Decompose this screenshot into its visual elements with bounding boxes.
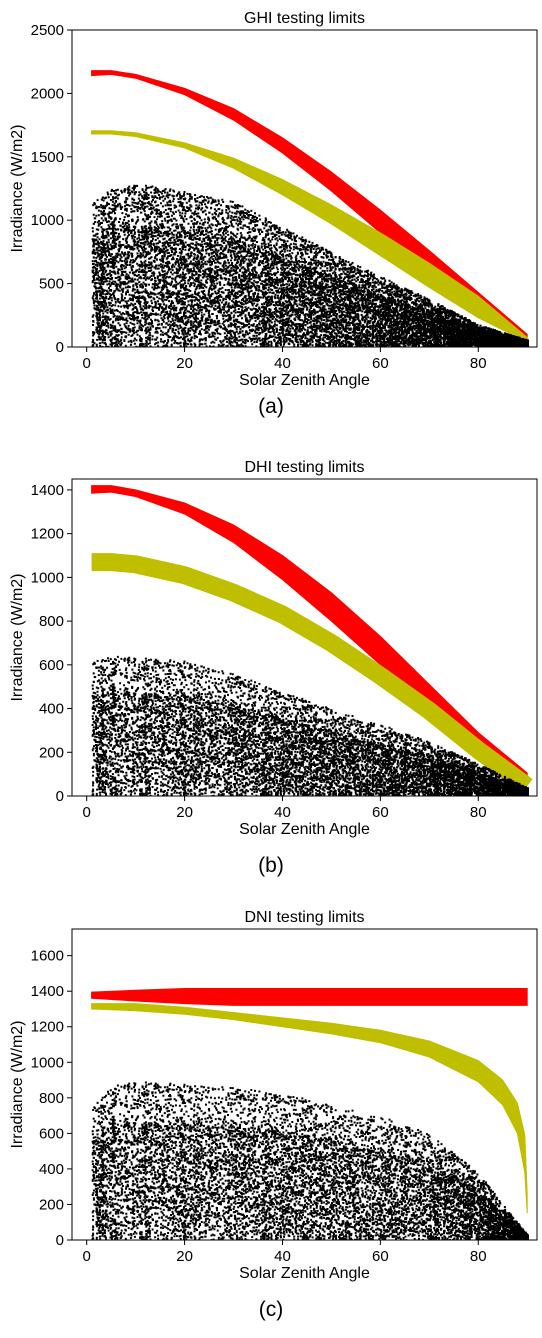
- y-tick-label: 1200: [31, 1019, 64, 1036]
- y-tick-label: 200: [39, 744, 64, 761]
- chart-ghi: 0 20 40 60 80 0 500 1000 1500 2000 2500 GHI testing…: [9, 10, 538, 389]
- y-tick-label: 0: [56, 788, 64, 805]
- y-tick-label: 600: [39, 657, 64, 674]
- scatter-dots: [91, 1081, 529, 1240]
- y-tick-label: 1500: [31, 149, 64, 166]
- axes-frame: [71, 29, 538, 348]
- y-tick-label: 2000: [31, 85, 64, 102]
- caption-a: (a): [258, 395, 284, 418]
- y-tick-label: 1000: [31, 212, 64, 229]
- limit-band-0: [91, 988, 528, 1006]
- chart-panel-ghi: 0 20 40 60 80 0 500 1000 1500 2000 2500 GHI testing…: [0, 0, 542, 430]
- observation-points: [91, 655, 529, 796]
- x-tick-label: 60: [372, 1248, 389, 1265]
- y-tick-label: 1600: [31, 948, 64, 965]
- y-tick-label: 800: [39, 613, 64, 630]
- chart-dni: 0 20 40 60 8002004006008001000120014001600DN…: [9, 909, 538, 1282]
- limit-band-1: [91, 553, 533, 794]
- plot-area: [91, 988, 529, 1240]
- y-axis-label: Irradiance (W/m2): [9, 1020, 26, 1148]
- y-tick-label: 1200: [31, 526, 64, 543]
- caption-c: (c): [258, 1298, 284, 1321]
- y-tick-label: 0: [56, 1232, 64, 1249]
- x-tick-label: 80: [470, 1248, 487, 1265]
- x-axis-label: Solar Zenith Angle: [239, 372, 370, 389]
- y-tick-label: 2500: [31, 22, 64, 39]
- caption-b: (b): [258, 854, 284, 877]
- x-tick-label: 60: [372, 804, 389, 821]
- limit-band-1: [91, 1003, 528, 1214]
- y-tick-label: 800: [39, 1090, 64, 1107]
- y-tick-label: 0: [56, 339, 64, 356]
- plot-area: [91, 70, 530, 347]
- y-tick-label: 1400: [31, 482, 64, 499]
- x-tick-label: 20: [176, 1248, 193, 1265]
- x-axis-label: Solar Zenith Angle: [239, 821, 370, 838]
- axes-frame: [71, 478, 538, 797]
- plot-area: [91, 485, 533, 796]
- chart-title: GHI testing limits: [244, 10, 365, 27]
- scatter-dots: [91, 655, 529, 796]
- observation-points: [91, 184, 530, 347]
- x-tick-label: 20: [176, 355, 193, 372]
- y-axis-label: Irradiance (W/m2): [9, 124, 26, 252]
- x-tick-label: 40: [274, 804, 291, 821]
- y-tick-label: 400: [39, 701, 64, 718]
- y-tick-label: 400: [39, 1161, 64, 1178]
- chart-title: DNI testing limits: [244, 909, 364, 926]
- x-axis-label: Solar Zenith Angle: [239, 1265, 370, 1282]
- chart-panel-dhi: 0 20 40 60 80 0 200 400 600 800 1000 1200 1400 DHI te…: [0, 448, 542, 888]
- x-tick-label: 80: [470, 804, 487, 821]
- chart-panel-dni: 0 20 40 60 80 0 200 400 600 800 1000 1200 1400 1600 DN…: [0, 898, 542, 1333]
- x-tick-label: 20: [176, 804, 193, 821]
- x-tick-label: 0: [83, 355, 91, 372]
- x-tick-label: 40: [274, 355, 291, 372]
- axes-frame: [71, 928, 538, 1241]
- scatter-dots: [91, 184, 530, 347]
- chart-title: DHI testing limits: [244, 459, 364, 476]
- y-tick-label: 600: [39, 1125, 64, 1142]
- x-tick-label: 0: [83, 804, 91, 821]
- x-tick-label: 40: [274, 1248, 291, 1265]
- x-tick-label: 80: [470, 355, 487, 372]
- y-tick-label: 1400: [31, 983, 64, 1000]
- y-tick-label: 1000: [31, 569, 64, 586]
- y-tick-label: 1000: [31, 1054, 64, 1071]
- x-tick-label: 0: [83, 1248, 91, 1265]
- observation-points: [91, 1081, 529, 1240]
- y-tick-label: 500: [39, 276, 64, 293]
- y-tick-label: 200: [39, 1196, 64, 1213]
- x-tick-label: 60: [372, 355, 389, 372]
- y-axis-label: Irradiance (W/m2): [9, 573, 26, 701]
